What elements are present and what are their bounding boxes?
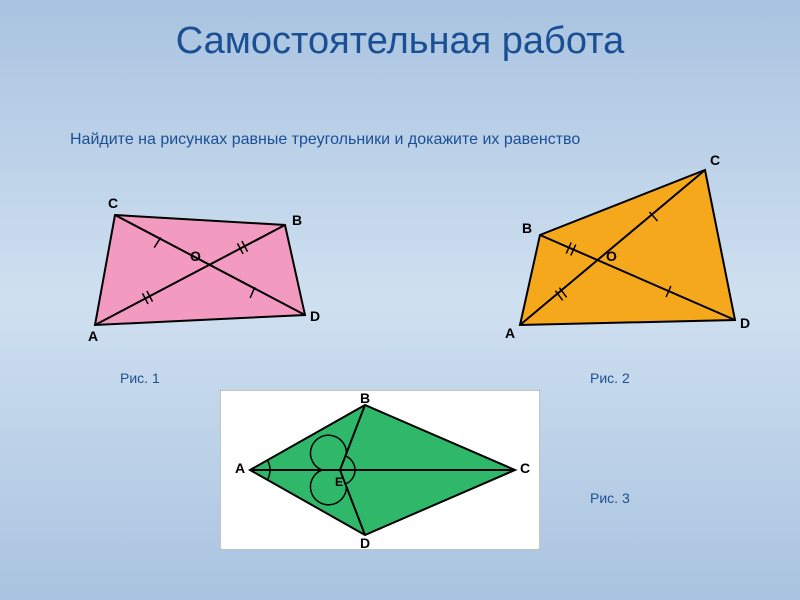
figure-3-svg: [220, 390, 540, 550]
fig1-label-D: D: [310, 308, 320, 324]
fig1-label-C: C: [108, 195, 118, 211]
fig3-label-E: E: [335, 475, 343, 489]
fig2-label-A: A: [505, 325, 515, 341]
fig2-caption: Рис. 2: [590, 370, 630, 387]
fig3-label-B: B: [360, 390, 370, 406]
page-title: Самостоятельная работа: [0, 0, 800, 63]
fig1-label-O: O: [190, 248, 201, 264]
figure-1: A B C D O: [60, 190, 340, 360]
fig2-label-O: O: [606, 248, 617, 264]
task-subtitle: Найдите на рисунках равные треугольники …: [70, 130, 580, 151]
fig3-caption: Рис. 3: [590, 490, 630, 507]
fig3-label-A: A: [235, 460, 245, 476]
fig2-label-D: D: [740, 315, 750, 331]
figure-3: A B C D E: [220, 390, 540, 550]
fig3-label-C: C: [520, 460, 530, 476]
fig1-caption: Рис. 1: [120, 370, 160, 387]
fig3-label-D: D: [360, 535, 370, 551]
fig2-label-C: C: [710, 152, 720, 168]
fig1-label-A: A: [88, 328, 98, 344]
fig2-label-B: B: [522, 220, 532, 236]
figure-2-svg: [480, 160, 770, 360]
figure-2: A B C D O: [480, 160, 770, 360]
fig1-label-B: B: [292, 212, 302, 228]
